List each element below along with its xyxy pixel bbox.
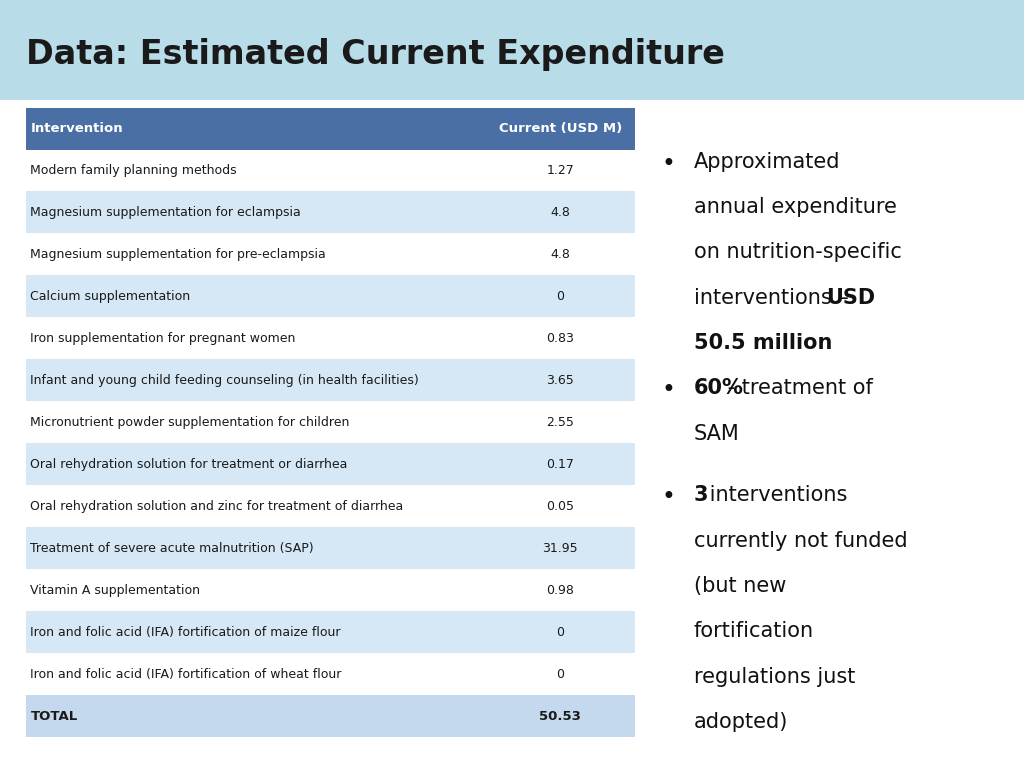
Text: interventions –: interventions – bbox=[694, 288, 855, 308]
Text: •: • bbox=[662, 379, 676, 402]
Text: 0: 0 bbox=[556, 668, 564, 680]
Text: Micronutrient powder supplementation for children: Micronutrient powder supplementation for… bbox=[31, 416, 350, 429]
Text: Data: Estimated Current Expenditure: Data: Estimated Current Expenditure bbox=[26, 38, 724, 71]
Text: •: • bbox=[662, 151, 676, 176]
Text: TOTAL: TOTAL bbox=[31, 710, 78, 723]
Text: Approximated: Approximated bbox=[694, 151, 841, 171]
Bar bbox=[26, 150, 485, 191]
Bar bbox=[485, 695, 635, 737]
Text: 0: 0 bbox=[556, 290, 564, 303]
Text: regulations just: regulations just bbox=[694, 667, 855, 687]
Bar bbox=[26, 317, 485, 359]
Bar bbox=[26, 485, 485, 528]
Text: 0.98: 0.98 bbox=[547, 584, 574, 597]
Bar bbox=[485, 317, 635, 359]
Bar bbox=[485, 528, 635, 569]
Bar bbox=[26, 233, 485, 276]
Bar bbox=[485, 191, 635, 233]
Bar bbox=[26, 443, 485, 485]
Bar bbox=[26, 654, 485, 695]
Text: 2.55: 2.55 bbox=[547, 416, 574, 429]
Bar bbox=[26, 402, 485, 443]
Bar bbox=[485, 108, 635, 150]
Text: - treatment of: - treatment of bbox=[721, 379, 872, 399]
Text: 31.95: 31.95 bbox=[543, 542, 579, 554]
Text: Magnesium supplementation for pre-eclampsia: Magnesium supplementation for pre-eclamp… bbox=[31, 248, 327, 261]
Text: adopted): adopted) bbox=[694, 712, 788, 732]
Bar bbox=[485, 569, 635, 611]
Text: interventions: interventions bbox=[702, 485, 847, 505]
Bar bbox=[485, 654, 635, 695]
Text: 4.8: 4.8 bbox=[550, 248, 570, 261]
Text: Current (USD M): Current (USD M) bbox=[499, 122, 622, 135]
Bar bbox=[26, 191, 485, 233]
Text: on nutrition-specific: on nutrition-specific bbox=[694, 242, 902, 263]
Text: 1.27: 1.27 bbox=[547, 164, 574, 177]
Text: 0.83: 0.83 bbox=[547, 332, 574, 345]
Bar bbox=[26, 359, 485, 402]
Text: Iron supplementation for pregnant women: Iron supplementation for pregnant women bbox=[31, 332, 296, 345]
Text: annual expenditure: annual expenditure bbox=[694, 197, 897, 217]
Text: Treatment of severe acute malnutrition (SAP): Treatment of severe acute malnutrition (… bbox=[31, 542, 314, 554]
Bar bbox=[26, 528, 485, 569]
Bar bbox=[485, 443, 635, 485]
Text: 50.53: 50.53 bbox=[540, 710, 582, 723]
Bar bbox=[26, 108, 485, 150]
Text: Infant and young child feeding counseling (in health facilities): Infant and young child feeding counselin… bbox=[31, 374, 419, 387]
Bar bbox=[485, 359, 635, 402]
Text: Calcium supplementation: Calcium supplementation bbox=[31, 290, 190, 303]
Bar bbox=[485, 233, 635, 276]
Text: 3: 3 bbox=[694, 485, 709, 505]
Text: Vitamin A supplementation: Vitamin A supplementation bbox=[31, 584, 201, 597]
Text: Iron and folic acid (IFA) fortification of wheat flour: Iron and folic acid (IFA) fortification … bbox=[31, 668, 342, 680]
Bar bbox=[485, 611, 635, 654]
Text: Oral rehydration solution for treatment or diarrhea: Oral rehydration solution for treatment … bbox=[31, 458, 348, 471]
Text: 0: 0 bbox=[556, 626, 564, 639]
Bar bbox=[485, 150, 635, 191]
Text: currently not funded: currently not funded bbox=[694, 531, 907, 551]
Bar bbox=[26, 611, 485, 654]
Bar bbox=[485, 402, 635, 443]
Text: SAM: SAM bbox=[694, 424, 739, 444]
Bar bbox=[26, 695, 485, 737]
Text: Iron and folic acid (IFA) fortification of maize flour: Iron and folic acid (IFA) fortification … bbox=[31, 626, 341, 639]
Text: •: • bbox=[662, 485, 676, 509]
Text: Oral rehydration solution and zinc for treatment of diarrhea: Oral rehydration solution and zinc for t… bbox=[31, 500, 403, 513]
Text: fortification: fortification bbox=[694, 621, 814, 641]
Bar bbox=[485, 485, 635, 528]
Text: 60%: 60% bbox=[694, 379, 743, 399]
Text: 50.5 million: 50.5 million bbox=[694, 333, 833, 353]
Text: Magnesium supplementation for eclampsia: Magnesium supplementation for eclampsia bbox=[31, 206, 301, 219]
Text: Intervention: Intervention bbox=[31, 122, 123, 135]
Text: 3.65: 3.65 bbox=[547, 374, 574, 387]
Text: (but new: (but new bbox=[694, 576, 786, 596]
Bar bbox=[485, 276, 635, 317]
Text: 0.05: 0.05 bbox=[546, 500, 574, 513]
Text: USD: USD bbox=[826, 288, 874, 308]
Text: 0.17: 0.17 bbox=[547, 458, 574, 471]
Text: Modern family planning methods: Modern family planning methods bbox=[31, 164, 238, 177]
Bar bbox=[26, 569, 485, 611]
Bar bbox=[26, 276, 485, 317]
Text: 4.8: 4.8 bbox=[550, 206, 570, 219]
